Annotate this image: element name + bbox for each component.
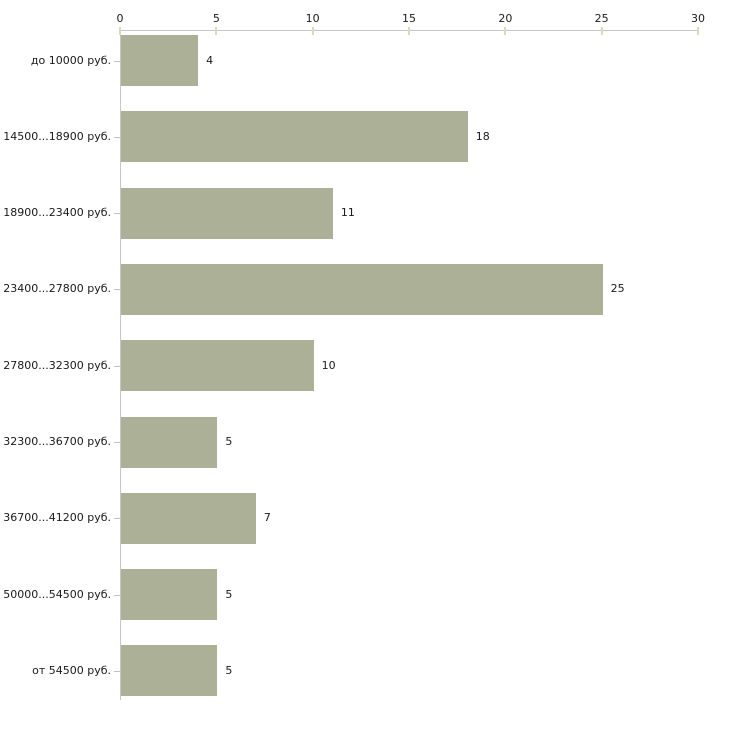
category-label: 23400...27800 руб. xyxy=(3,282,111,296)
bar-value-label: 10 xyxy=(321,358,336,372)
category-label: 18900...23400 руб. xyxy=(3,206,111,220)
x-axis-tick-label: 25 xyxy=(594,12,609,25)
bar xyxy=(121,340,314,392)
x-axis-tick xyxy=(215,27,218,35)
bar-value-label: 25 xyxy=(610,282,625,296)
category-label: 32300...36700 руб. xyxy=(3,435,111,448)
category-label: до 10000 руб. xyxy=(30,53,111,67)
category-label: 14500...18900 руб. xyxy=(3,129,111,143)
bar xyxy=(121,645,218,697)
bar-value-label: 5 xyxy=(225,587,233,601)
x-axis-tick xyxy=(697,27,699,35)
bar xyxy=(121,492,256,544)
category-label: 36700...41200 руб. xyxy=(3,511,111,525)
x-axis-tick-label: 0 xyxy=(116,12,124,25)
bar xyxy=(121,187,333,239)
x-axis-tick-label: 10 xyxy=(305,12,320,25)
y-axis-tick xyxy=(114,518,120,519)
y-axis-tick xyxy=(114,61,120,62)
x-axis-tick xyxy=(311,27,314,35)
bar-value-label: 4 xyxy=(206,53,214,67)
x-axis-tick xyxy=(119,27,121,35)
x-axis-tick xyxy=(600,27,603,35)
category-label: от 54500 руб. xyxy=(32,663,111,677)
x-axis-tick xyxy=(408,27,410,35)
y-axis-tick xyxy=(114,366,120,367)
bar xyxy=(121,263,603,315)
category-label: 50000...54500 руб. xyxy=(3,587,111,601)
y-axis-tick xyxy=(114,137,120,138)
bar-value-label: 7 xyxy=(263,511,271,525)
x-axis-tick-label: 15 xyxy=(402,12,416,25)
y-axis-tick xyxy=(114,289,120,290)
y-axis-line xyxy=(120,30,121,700)
bar-value-label: 18 xyxy=(475,129,490,143)
bar-value-label: 11 xyxy=(340,206,355,220)
x-axis-tick-label: 30 xyxy=(691,12,705,25)
bar-value-label: 5 xyxy=(225,663,233,677)
bar xyxy=(121,416,218,468)
bar xyxy=(121,35,199,86)
y-axis-tick xyxy=(114,671,120,672)
y-axis-tick xyxy=(114,213,120,214)
x-axis-tick-label: 5 xyxy=(212,12,220,25)
y-axis-tick xyxy=(114,442,120,443)
bar xyxy=(121,569,218,621)
y-axis-tick xyxy=(114,595,120,596)
category-label: 27800...32300 руб. xyxy=(3,358,111,372)
x-axis-tick-label: 20 xyxy=(498,12,513,25)
bar xyxy=(121,111,468,163)
bar-value-label: 5 xyxy=(225,435,233,448)
x-axis-tick xyxy=(504,27,507,35)
